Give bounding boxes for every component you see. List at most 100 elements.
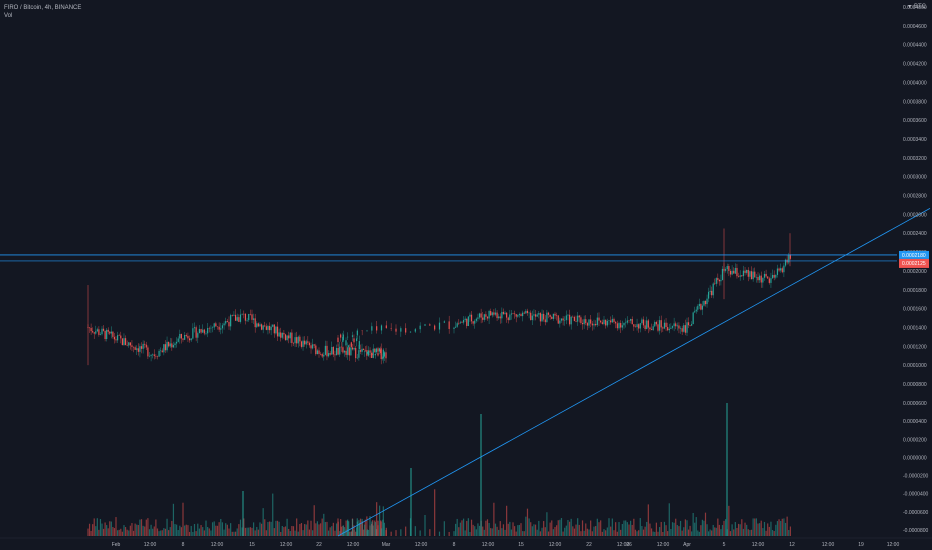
candle bbox=[752, 268, 754, 282]
volume-bar bbox=[99, 519, 102, 536]
time-axis[interactable]: Feb 12:00 8 12:00 15 12:00 22 12:00 Mar 12:00 8 12:… bbox=[0, 537, 932, 548]
volume-bar bbox=[161, 530, 163, 536]
volume-bar bbox=[773, 531, 775, 536]
volume-bar bbox=[348, 521, 350, 536]
candle bbox=[110, 326, 112, 339]
volume-bar bbox=[583, 530, 585, 536]
chevron-icon[interactable]: ▾ bbox=[907, 4, 911, 10]
volume-bar bbox=[405, 526, 407, 536]
volume-bar bbox=[377, 525, 379, 536]
trendline[interactable] bbox=[337, 208, 931, 537]
candle bbox=[118, 333, 120, 336]
candle bbox=[163, 344, 165, 356]
volume-bar bbox=[168, 530, 170, 536]
volume-bar bbox=[502, 524, 505, 536]
volume-bar bbox=[493, 502, 495, 536]
symbol-title[interactable]: FIRO / Bitcoin, 4h, BINANCE bbox=[4, 5, 82, 11]
candle bbox=[153, 349, 155, 360]
candle bbox=[522, 310, 524, 322]
volume-bar bbox=[310, 520, 312, 536]
time-tick-label: 15 bbox=[518, 542, 524, 548]
candle bbox=[703, 300, 705, 307]
volume-bar bbox=[231, 531, 233, 536]
candle bbox=[205, 330, 207, 336]
candle bbox=[697, 304, 699, 312]
volume-bar bbox=[304, 524, 306, 536]
volume-bar bbox=[152, 528, 154, 536]
volume-bar bbox=[228, 528, 230, 536]
candle bbox=[721, 266, 724, 281]
candle bbox=[228, 316, 230, 330]
secondary-price-badge bbox=[899, 258, 929, 268]
volume-bar bbox=[300, 523, 303, 536]
candle bbox=[634, 324, 637, 328]
volume-bar bbox=[744, 522, 746, 536]
candle bbox=[297, 335, 299, 348]
volume-bar bbox=[254, 530, 256, 536]
candle bbox=[134, 345, 136, 351]
volume-bar bbox=[623, 520, 625, 536]
candle bbox=[565, 310, 567, 325]
candle bbox=[603, 315, 605, 326]
volume-bar bbox=[101, 523, 103, 536]
candle bbox=[618, 321, 620, 330]
volume-bar bbox=[374, 522, 376, 536]
volume-bar bbox=[369, 516, 371, 536]
candle bbox=[755, 274, 757, 283]
candle bbox=[691, 321, 693, 326]
volume-bar bbox=[762, 528, 764, 536]
candle bbox=[534, 310, 537, 321]
candle bbox=[630, 318, 632, 324]
volume-bar bbox=[649, 523, 651, 536]
price-tick-label: 0.0002800 bbox=[903, 194, 927, 200]
volume-bar bbox=[87, 528, 89, 536]
volume-bar bbox=[202, 527, 204, 536]
currency-label[interactable]: BTC bbox=[914, 3, 926, 10]
candle bbox=[670, 323, 672, 330]
currency-selector[interactable]: ▾ BTC bbox=[907, 3, 926, 11]
candle bbox=[633, 324, 635, 331]
volume-bar bbox=[223, 529, 225, 536]
candle bbox=[339, 341, 341, 357]
volume-bar bbox=[547, 531, 550, 536]
candle bbox=[475, 317, 477, 323]
volume-bar bbox=[718, 524, 720, 536]
candle bbox=[267, 324, 269, 335]
candle bbox=[639, 322, 641, 333]
candle bbox=[329, 351, 331, 356]
candle bbox=[477, 313, 479, 322]
candle bbox=[256, 321, 258, 328]
candle bbox=[319, 351, 322, 356]
candle bbox=[372, 344, 374, 359]
volume-bar bbox=[698, 531, 700, 536]
candle bbox=[547, 311, 550, 319]
volume-bar bbox=[678, 526, 680, 536]
volume-bar bbox=[239, 519, 242, 536]
volume-bar bbox=[210, 530, 212, 536]
candle bbox=[332, 346, 334, 358]
candle bbox=[686, 317, 688, 337]
volume-bar bbox=[482, 526, 484, 536]
candle bbox=[160, 347, 162, 356]
candle bbox=[254, 313, 256, 333]
candle bbox=[318, 347, 320, 358]
candle bbox=[470, 311, 473, 325]
volume-bar bbox=[498, 529, 500, 536]
candle bbox=[92, 327, 94, 334]
volume-label[interactable]: Vol bbox=[4, 13, 13, 19]
candle bbox=[150, 354, 152, 362]
candle bbox=[145, 341, 147, 351]
price-axis[interactable]: 0.0004800 0.0004600 0.0004400 0.0004200 0.00… bbox=[903, 5, 927, 388]
candle bbox=[195, 325, 197, 342]
volume-bar bbox=[780, 520, 782, 536]
volume-bar bbox=[486, 519, 489, 536]
candle bbox=[657, 320, 659, 333]
volume-bar bbox=[221, 522, 224, 536]
candle bbox=[126, 340, 128, 347]
volume-bar bbox=[345, 520, 347, 536]
candle bbox=[689, 324, 691, 327]
candle bbox=[371, 350, 373, 358]
candle bbox=[581, 319, 584, 330]
volume-bar bbox=[755, 518, 757, 536]
